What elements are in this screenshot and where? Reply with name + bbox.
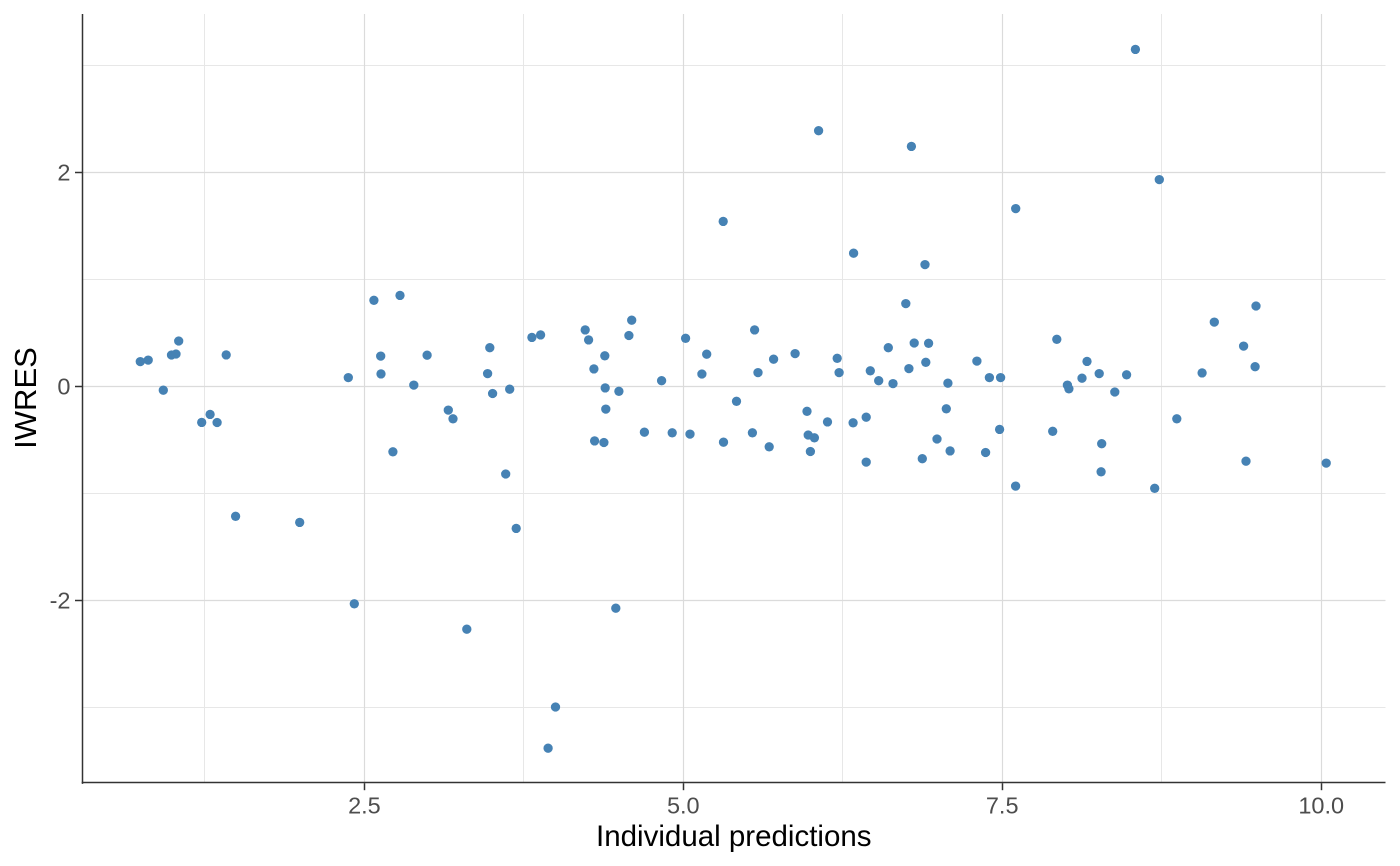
svg-text:10.0: 10.0 (1298, 793, 1344, 819)
svg-text:IWRES: IWRES (8, 347, 43, 449)
svg-text:7.5: 7.5 (986, 793, 1019, 819)
svg-text:5.0: 5.0 (667, 793, 700, 819)
svg-text:-2: -2 (50, 587, 71, 613)
svg-text:2: 2 (57, 159, 70, 185)
svg-text:0: 0 (57, 373, 70, 399)
svg-text:2.5: 2.5 (348, 793, 381, 819)
svg-text:Individual predictions: Individual predictions (596, 820, 872, 853)
